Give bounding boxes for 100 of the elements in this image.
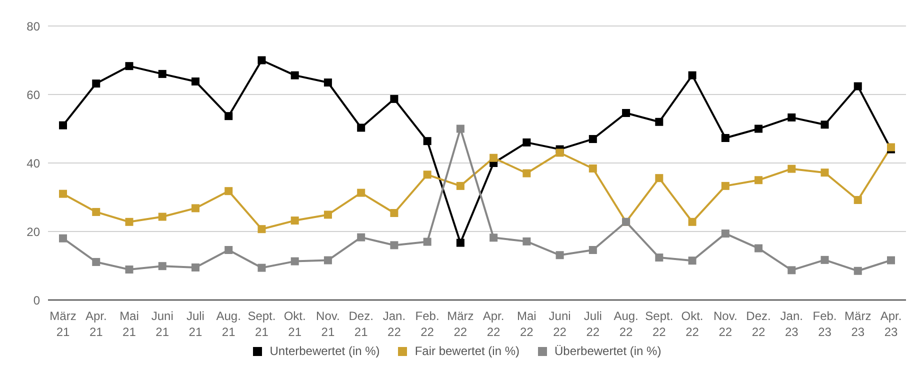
point xyxy=(191,77,200,86)
point xyxy=(556,251,564,260)
point xyxy=(290,257,299,266)
x-tick-label: Feb. 23 xyxy=(812,309,837,339)
x-tick-label: Okt. 22 xyxy=(681,309,704,339)
point xyxy=(290,71,299,80)
point xyxy=(324,78,332,87)
x-tick-label: Jan. 22 xyxy=(382,309,406,339)
point xyxy=(158,70,166,78)
x-tick-label: Feb. 22 xyxy=(415,309,440,339)
point xyxy=(490,154,498,162)
point xyxy=(92,208,100,216)
point xyxy=(490,234,498,242)
point xyxy=(820,168,829,177)
x-tick-label: Juli 21 xyxy=(186,309,204,339)
point xyxy=(290,216,299,225)
point xyxy=(92,258,100,266)
x-tick-label: Juni 22 xyxy=(548,309,571,339)
y-tick-label: 20 xyxy=(26,224,40,239)
x-tick-label: Nov. 21 xyxy=(316,309,340,339)
x-tick-label: Apr. 23 xyxy=(880,309,902,339)
point xyxy=(59,190,67,198)
legend-label: Überbewertet (in %) xyxy=(554,344,662,358)
point xyxy=(224,112,233,120)
point xyxy=(92,80,100,88)
point xyxy=(754,176,763,184)
point xyxy=(854,196,862,204)
point xyxy=(688,218,696,226)
point xyxy=(390,94,398,103)
y-tick-label: 40 xyxy=(26,156,40,170)
point xyxy=(522,169,531,178)
point xyxy=(258,264,266,272)
point xyxy=(324,256,332,264)
point xyxy=(456,238,464,247)
point xyxy=(456,182,464,190)
point xyxy=(721,182,730,190)
point xyxy=(820,256,829,264)
point xyxy=(754,124,763,133)
x-tick-label: Jan. 23 xyxy=(780,309,803,339)
point xyxy=(522,237,531,246)
point xyxy=(854,266,862,275)
point xyxy=(191,263,200,272)
point xyxy=(224,187,233,196)
point xyxy=(224,246,233,254)
x-tick-label: März 23 xyxy=(844,309,872,339)
x-tick-label: Aug. 22 xyxy=(614,309,638,339)
point xyxy=(588,135,597,144)
x-tick-label: Sept. 21 xyxy=(248,309,276,339)
point xyxy=(357,188,366,197)
point xyxy=(158,212,166,221)
point xyxy=(588,164,597,172)
point xyxy=(125,62,134,70)
point xyxy=(258,56,266,64)
x-tick-label: Aug. 21 xyxy=(216,309,241,339)
x-tick-label: Mai 22 xyxy=(517,309,536,339)
point xyxy=(522,138,531,146)
point xyxy=(357,233,366,242)
point xyxy=(820,120,829,129)
point xyxy=(456,124,464,133)
point xyxy=(423,238,432,246)
point xyxy=(390,209,398,218)
x-tick-label: Juli 22 xyxy=(584,309,602,339)
point xyxy=(655,174,664,182)
point xyxy=(754,244,763,252)
point xyxy=(158,262,166,270)
x-tick-label: Juni 21 xyxy=(151,309,174,339)
point xyxy=(423,170,432,179)
x-tick-label: Sept. 22 xyxy=(645,309,674,339)
point xyxy=(59,234,67,242)
legend-label: Fair bewertet (in %) xyxy=(414,344,520,358)
x-tick-label: Apr. 21 xyxy=(85,309,107,339)
point xyxy=(324,210,332,219)
x-tick-label: März 22 xyxy=(447,309,474,339)
point xyxy=(721,134,730,142)
point xyxy=(788,113,796,122)
point xyxy=(688,256,696,265)
point xyxy=(125,266,134,274)
point xyxy=(854,82,862,90)
point xyxy=(423,137,432,146)
point xyxy=(357,124,366,132)
point xyxy=(390,241,398,250)
point xyxy=(655,254,664,262)
point xyxy=(788,164,796,173)
x-tick-label: Mai 21 xyxy=(120,309,139,339)
point xyxy=(622,108,630,117)
x-tick-label: März 21 xyxy=(50,309,76,339)
x-tick-label: Dez. 21 xyxy=(348,309,374,339)
point xyxy=(556,148,564,157)
point xyxy=(59,121,67,130)
point xyxy=(258,225,266,234)
x-tick-label: Nov. 22 xyxy=(714,309,738,339)
legend-label: Unterbewertet (in %) xyxy=(270,344,380,358)
point xyxy=(125,218,134,226)
point xyxy=(721,230,730,238)
point xyxy=(655,118,664,126)
x-tick-label: Dez. 22 xyxy=(746,309,771,339)
y-tick-label: 0 xyxy=(33,293,40,308)
y-tick-label: 60 xyxy=(26,88,40,102)
point xyxy=(688,71,696,80)
point xyxy=(588,246,597,254)
